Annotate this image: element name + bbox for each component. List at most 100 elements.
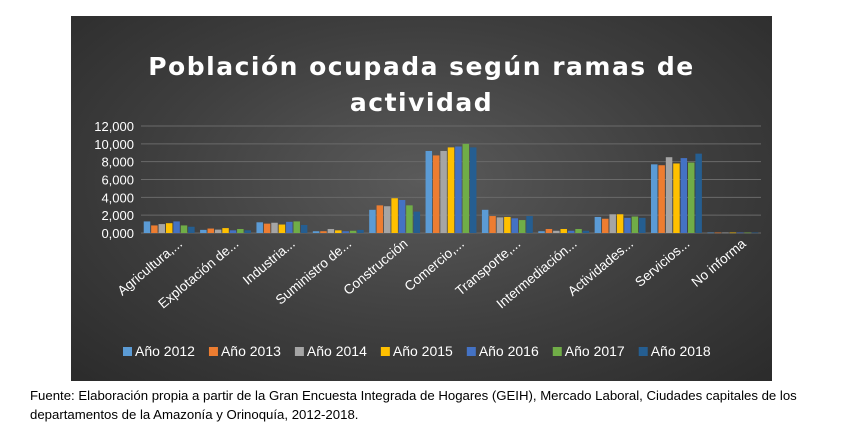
bar-año-2014-2: [271, 222, 278, 233]
bar-año-2012-4: [369, 209, 376, 233]
x-category-label: Servicios...: [632, 236, 692, 290]
y-tick-label: 2,000: [101, 208, 134, 223]
bar-año-2018-6: [526, 216, 533, 233]
source-note: Fuente: Elaboración propia a partir de l…: [30, 388, 797, 422]
bar-año-2012-0: [143, 221, 151, 233]
chart-area: Población ocupada según ramas de activid…: [71, 16, 772, 381]
y-tick-label: 0,000: [101, 226, 134, 241]
bar-año-2013-7: [545, 228, 553, 233]
bar-año-2018-0: [188, 226, 195, 233]
bar-año-2018-2: [300, 224, 308, 233]
bar-año-2016-10: [736, 232, 744, 234]
legend-swatch: [552, 347, 562, 356]
bar-año-2015-7: [560, 228, 567, 233]
bar-año-2015-1: [222, 228, 229, 233]
x-category-label: No informa: [689, 235, 750, 289]
bar-año-2017-7: [575, 228, 582, 233]
legend-label: Año 2015: [393, 343, 453, 359]
y-tick-label: 10,000: [94, 137, 134, 152]
bar-año-2017-5: [462, 143, 470, 233]
legend-swatch: [380, 347, 390, 356]
bar-año-2016-0: [173, 221, 180, 233]
bar-año-2015-0: [165, 223, 173, 233]
bar-año-2012-8: [594, 216, 602, 233]
bar-año-2017-10: [744, 232, 751, 234]
bar-año-2018-1: [244, 230, 251, 233]
y-tick-label: 12,000: [94, 119, 134, 134]
bar-año-2013-3: [320, 231, 327, 233]
bar-año-2013-9: [658, 165, 665, 233]
legend-swatch: [638, 347, 648, 356]
bar-año-2014-9: [665, 157, 673, 233]
y-tick-label: 6,000: [101, 173, 134, 188]
bar-año-2016-5: [455, 146, 462, 233]
bar-año-2015-2: [278, 224, 286, 233]
bar-año-2012-9: [651, 164, 658, 233]
bar-año-2013-2: [263, 223, 271, 233]
bar-año-2013-1: [207, 228, 214, 233]
legend-label: Año 2014: [307, 343, 367, 359]
bar-año-2013-0: [151, 225, 158, 233]
chart-title-line-1: Población ocupada según ramas de: [148, 52, 695, 81]
bar-año-2014-7: [553, 230, 560, 233]
bar-año-2018-4: [413, 211, 421, 233]
bar-año-2017-1: [237, 228, 244, 233]
legend-label: Año 2013: [221, 343, 281, 359]
chart-title-line-2: actividad: [349, 88, 494, 117]
bar-año-2015-6: [504, 216, 511, 233]
bar-chart: 0,0002,0004,0006,0008,00010,00012,000Agr…: [94, 119, 761, 359]
y-tick-label: 4,000: [101, 190, 134, 205]
bar-año-2018-9: [695, 153, 702, 233]
x-category-label: Industria...: [240, 236, 298, 288]
bar-año-2017-6: [518, 220, 526, 233]
bar-año-2014-6: [496, 217, 504, 233]
bar-año-2016-9: [680, 158, 688, 233]
bar-año-2016-2: [286, 221, 293, 233]
bar-año-2013-6: [489, 216, 496, 233]
bar-año-2015-3: [335, 230, 342, 233]
bar-año-2017-0: [180, 225, 188, 233]
bar-año-2017-3: [349, 230, 357, 233]
bar-año-2015-8: [616, 214, 624, 233]
legend-label: Año 2018: [651, 343, 711, 359]
bar-año-2018-8: [639, 217, 646, 233]
legend-swatch: [466, 347, 476, 356]
bar-año-2018-7: [582, 230, 590, 233]
bar-año-2014-0: [158, 224, 166, 233]
legend-swatch: [294, 347, 304, 356]
bar-año-2017-9: [688, 162, 695, 233]
bar-año-2013-5: [432, 155, 440, 233]
legend-label: Año 2012: [135, 343, 195, 359]
legend-swatch: [208, 347, 218, 356]
bar-año-2013-8: [602, 218, 609, 233]
bar-año-2013-4: [376, 205, 384, 233]
bar-año-2015-9: [673, 163, 680, 233]
bar-año-2012-1: [200, 229, 207, 233]
bar-año-2012-7: [538, 231, 545, 233]
bar-año-2015-4: [391, 198, 398, 233]
bar-año-2016-4: [398, 200, 406, 233]
bar-año-2012-2: [256, 222, 263, 233]
bar-año-2016-8: [624, 217, 631, 233]
legend-swatch: [123, 347, 132, 356]
bar-año-2018-5: [469, 147, 477, 233]
bar-año-2018-10: [751, 232, 759, 234]
bar-año-2014-1: [214, 229, 222, 233]
bar-año-2014-5: [440, 150, 447, 233]
bar-año-2017-2: [293, 221, 300, 233]
bar-año-2013-10: [714, 232, 722, 234]
bar-año-2012-10: [707, 232, 714, 234]
bar-año-2016-1: [229, 230, 237, 233]
bar-año-2014-3: [327, 228, 335, 233]
bar-año-2016-7: [567, 230, 575, 233]
y-tick-label: 8,000: [101, 155, 134, 170]
bar-año-2015-5: [447, 147, 455, 233]
legend-label: Año 2017: [565, 343, 625, 359]
bar-año-2017-4: [406, 205, 413, 233]
bar-año-2012-3: [312, 231, 320, 233]
legend-label: Año 2016: [479, 343, 539, 359]
bar-año-2017-8: [631, 216, 639, 233]
bar-año-2014-10: [722, 232, 729, 234]
bar-año-2016-6: [511, 218, 519, 233]
bar-año-2012-5: [425, 150, 433, 233]
